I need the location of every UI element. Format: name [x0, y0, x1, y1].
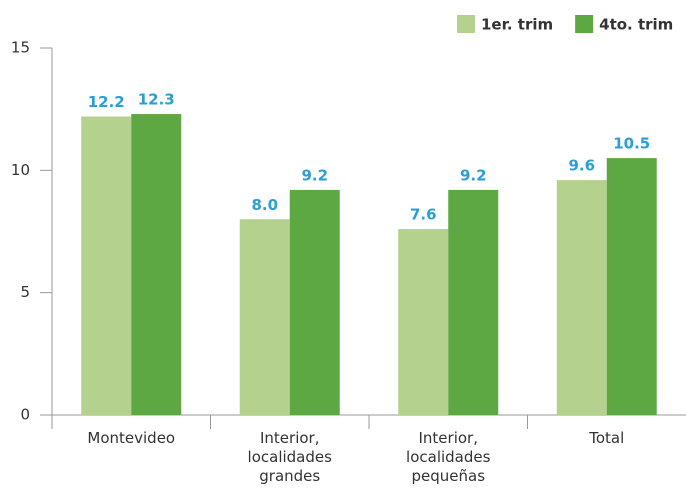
bar — [398, 229, 449, 415]
value-label: 12.2 — [88, 93, 125, 111]
value-label: 7.6 — [410, 206, 437, 224]
value-label: 12.3 — [138, 91, 175, 109]
x-tick-label: Total — [589, 429, 625, 447]
bar — [239, 219, 290, 415]
bar — [448, 189, 499, 415]
y-tick-label: 5 — [20, 283, 30, 301]
bar — [606, 158, 657, 415]
x-tick-label: Interior, localidades grandes — [247, 429, 332, 485]
x-tick-label: Interior, localidades pequeñas — [406, 429, 491, 485]
value-label: 9.2 — [460, 166, 487, 184]
value-label: 8.0 — [251, 196, 278, 214]
legend-swatch — [457, 15, 475, 33]
legend-swatch — [575, 15, 594, 33]
x-tick-label: Montevideo — [87, 429, 176, 447]
bar — [131, 114, 182, 415]
bar — [289, 189, 340, 415]
legend-label: 4to. trim — [599, 16, 673, 34]
value-label: 9.2 — [301, 166, 328, 184]
y-tick-label: 10 — [11, 161, 30, 179]
bar — [556, 180, 607, 415]
y-tick-label: 15 — [11, 39, 30, 57]
y-tick-label: 0 — [20, 406, 30, 424]
value-label: 9.6 — [568, 157, 595, 175]
bar — [81, 116, 132, 416]
value-label: 10.5 — [613, 135, 650, 153]
legend-label: 1er. trim — [481, 16, 553, 34]
